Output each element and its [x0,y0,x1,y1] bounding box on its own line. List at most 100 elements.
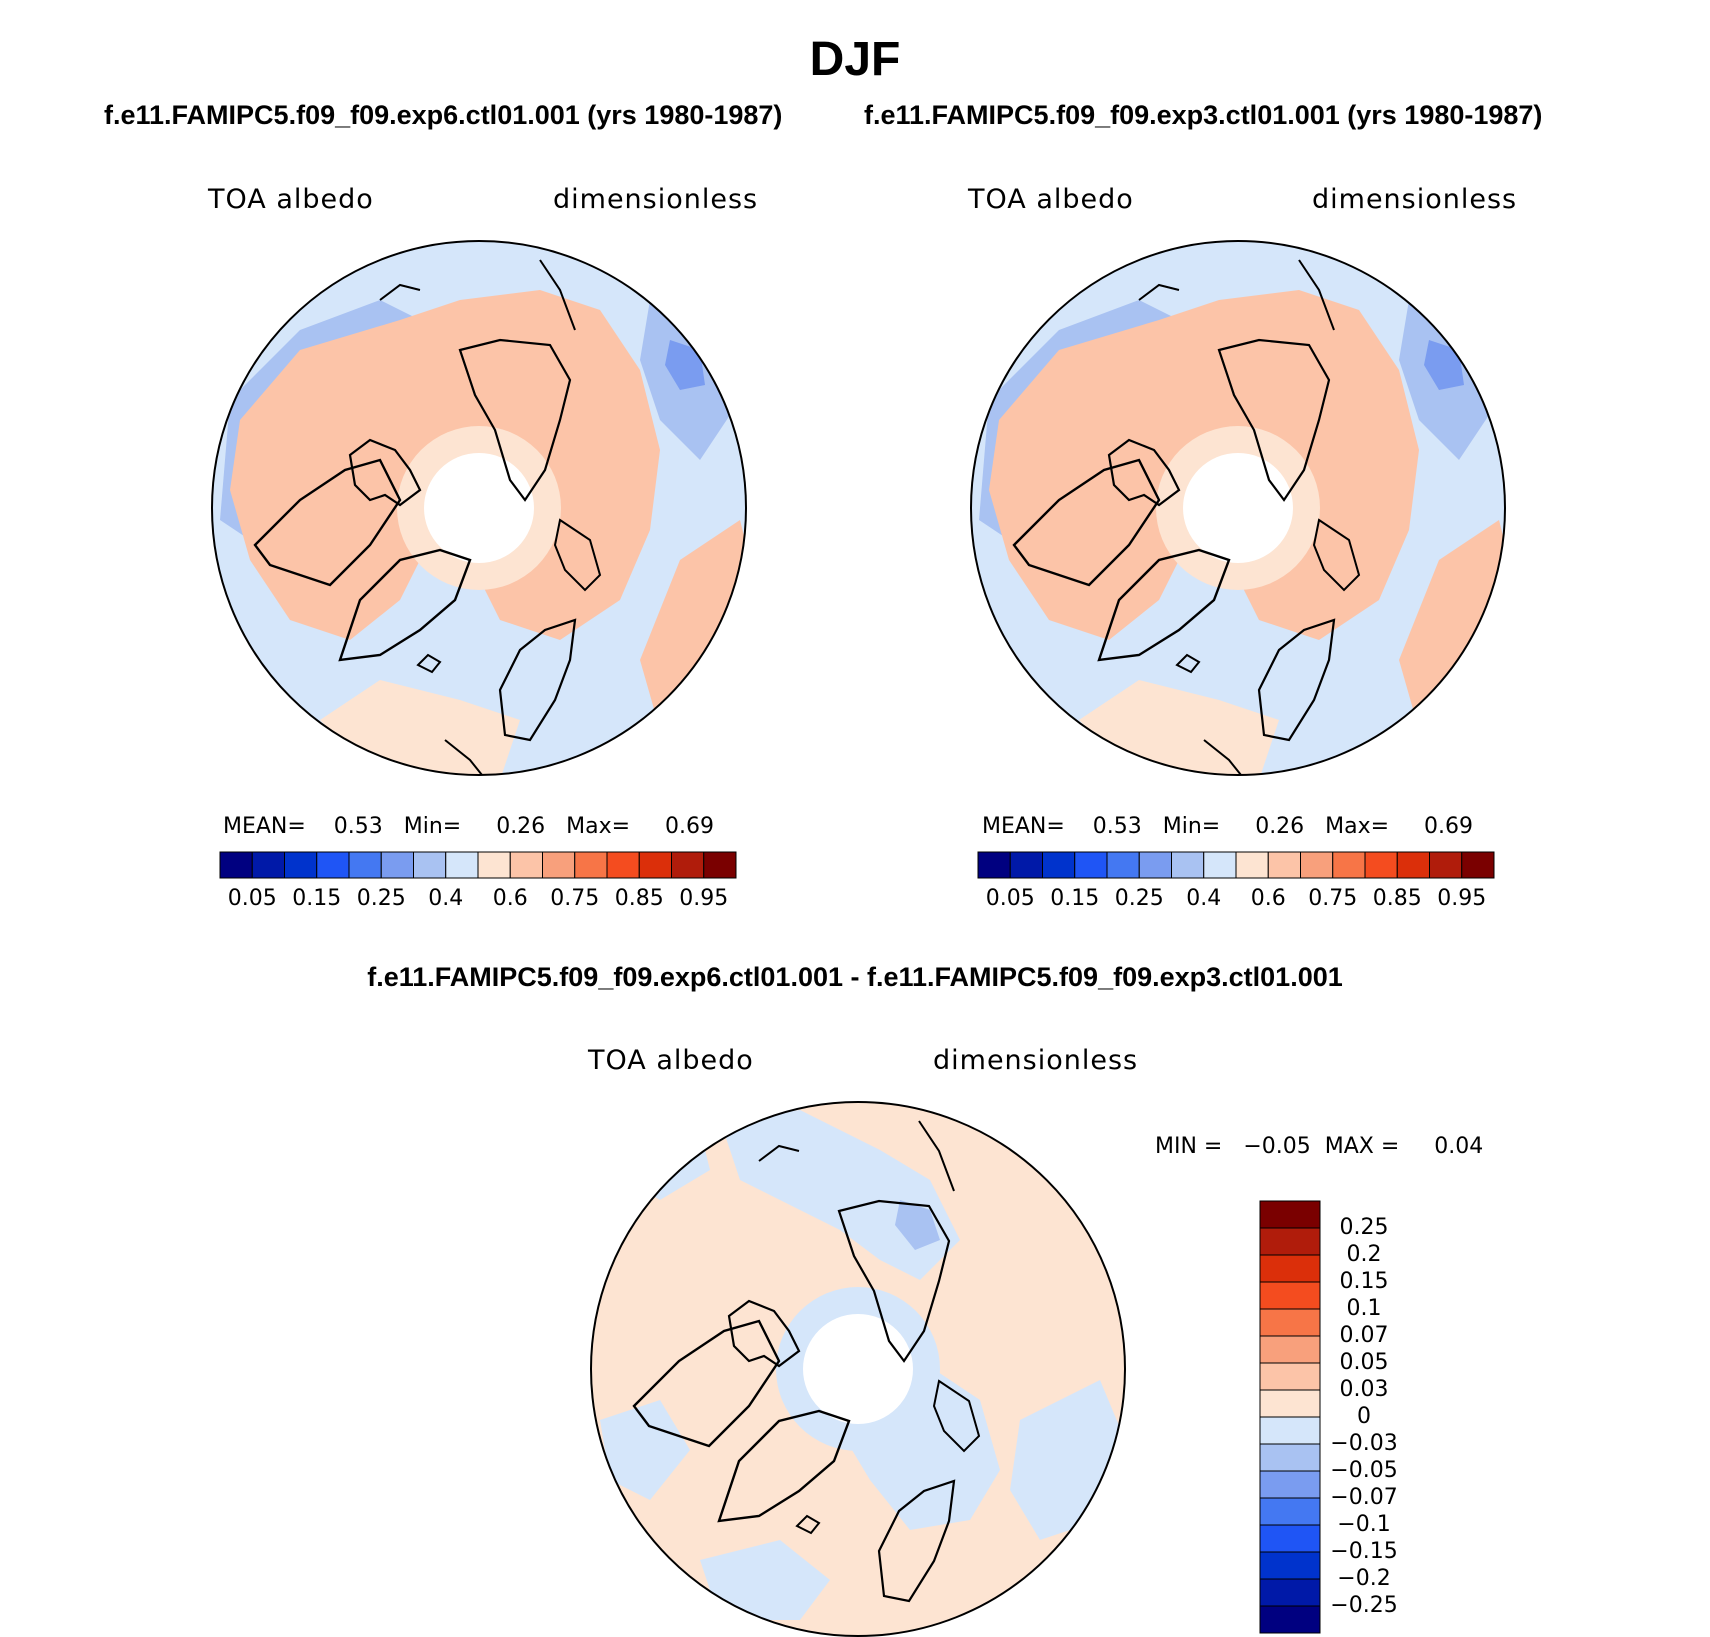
colorbar-swatch [445,851,479,879]
colorbar-tick-label: 0.4 [428,886,464,911]
coastline-kamchatka [1298,259,1335,331]
colorbar-tick-label: −0.2 [1337,1566,1391,1591]
coastline-greenland [338,548,472,662]
colorbar-tick-label: 0.07 [1339,1323,1389,1348]
variable-label-diff: TOA albedo [588,1045,754,1076]
coastline-novaya-zemlya [932,1379,981,1453]
colorbar-swatch [1259,1200,1321,1229]
colorbar-swatch [1009,851,1043,879]
case-title-left: f.e11.FAMIPC5.f09_f09.exp6.ctl01.001 (yr… [104,100,783,130]
colorbar-swatch [1461,851,1495,879]
high-albedo-region [1399,520,1505,730]
colorbar-tick-label: 0.4 [1186,886,1222,911]
colorbar-tick-label: 0.15 [1339,1269,1389,1294]
coastline-greenland [1097,548,1231,662]
colorbar-swatch [1259,1362,1321,1391]
coastline-arctic-archipelago [727,1299,801,1368]
colorbar-tick-label: 0.95 [679,886,729,911]
stats-diff: MIN = −0.05 MAX = 0.04 [1155,1134,1484,1159]
colorbar-tick-label: 0.25 [1114,886,1164,911]
colorbar-swatch [1429,851,1463,879]
map-boundary [590,1101,1126,1637]
colorbar-swatch [1259,1308,1321,1337]
colorbar-tick-label: −0.05 [1330,1458,1398,1483]
colorbar-swatch [1259,1470,1321,1499]
colorbar-tick-label: 0.25 [1339,1215,1389,1240]
colorbar-tick-label: 0.85 [614,886,664,911]
colorbar-difference [1259,1200,1321,1634]
colorbar-swatch [1259,1524,1321,1553]
colorbar-swatch [1300,851,1334,879]
colorbar-swatch [1259,1227,1321,1256]
colorbar-tick-label: 0.05 [227,886,277,911]
colorbar-tick-label: 0.85 [1372,886,1422,911]
colorbar-tick-label: 0.05 [1339,1350,1389,1375]
polar-hole [1183,453,1293,563]
colorbar-tick-label: −0.1 [1337,1512,1391,1537]
coastline-north-america [253,458,402,587]
coastline-arctic-archipelago [348,438,422,507]
colorbar-swatch [1364,851,1398,879]
colorbar-swatch [638,851,672,879]
colorbar-tick-label: −0.07 [1330,1485,1398,1510]
coastline-novaya-zemlya [553,518,602,592]
colorbar-swatch [1171,851,1205,879]
negative-diff-core [895,1200,940,1250]
colorbar-swatch [1203,851,1237,879]
colorbar-swatch [1259,1281,1321,1310]
coastline-eurasia-north [458,338,572,502]
polar-map-left [211,240,747,776]
colorbar-swatch [574,851,608,879]
coastline-kamchatka [918,1120,955,1192]
coastline-eurasia-north [1217,338,1331,502]
coastline-eurasia-north [837,1199,951,1363]
colorbar-right [977,851,1495,879]
coastline-iceland [1175,653,1201,674]
colorbar-swatch [380,851,414,879]
colorbar-swatch [316,851,350,879]
units-label-diff: dimensionless [933,1045,1139,1076]
coastline-british-isles [1203,739,1250,775]
colorbar-swatch [1259,1254,1321,1283]
colorbar-swatch [284,851,318,879]
colorbar-swatch [1138,851,1172,879]
coastline-iceland [795,1514,821,1535]
negative-diff-region [700,1540,830,1620]
colorbar-tick-label: 0.03 [1339,1377,1389,1402]
colorbar-swatch [1396,851,1430,879]
case-title-right: f.e11.FAMIPC5.f09_f09.exp3.ctl01.001 (yr… [864,100,1543,130]
colorbar-swatch [1235,851,1269,879]
colorbar-swatch [1074,851,1108,879]
colorbar-swatch [1259,1497,1321,1526]
colorbar-tick-label: 0.25 [356,886,406,911]
colorbar-swatch [703,851,737,879]
colorbar-tick-label: −0.15 [1330,1539,1398,1564]
stats-left: MEAN= 0.53 Min= 0.26 Max= 0.69 [223,814,715,839]
variable-label-left: TOA albedo [208,184,374,215]
colorbar-tick-label: 0.15 [1050,886,1100,911]
high-albedo-region [640,520,746,730]
colorbar-swatch [1259,1551,1321,1580]
colorbar-tick-label: 0.75 [550,886,600,911]
colorbar-swatch [671,851,705,879]
colorbar-swatch [1042,851,1076,879]
colorbar-swatch [1259,1443,1321,1472]
colorbar-tick-label: −0.25 [1330,1593,1398,1618]
colorbar-swatch [542,851,576,879]
coastline-alaska [758,1144,800,1162]
stats-right: MEAN= 0.53 Min= 0.26 Max= 0.69 [982,814,1474,839]
coastline-scandinavia [498,618,577,742]
coastline-north-america [1012,458,1161,587]
colorbar-swatch [1259,1605,1321,1634]
coastline-scandinavia [1257,618,1336,742]
colorbar-swatch [1259,1335,1321,1364]
coastline-alaska [1138,283,1180,301]
map-boundary [211,240,747,776]
colorbar-swatch [977,851,1011,879]
units-label-left: dimensionless [553,184,759,215]
coastline-scandinavia [877,1479,956,1603]
colorbar-swatch [1259,1389,1321,1418]
coastline-iceland [416,653,442,674]
colorbar-tick-label: 0.6 [492,886,528,911]
colorbar-swatch [251,851,285,879]
